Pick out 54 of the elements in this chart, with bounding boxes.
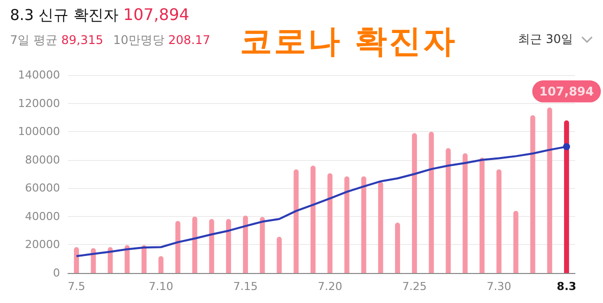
y-tick-label: 120000	[18, 96, 60, 110]
text: 10만명당	[113, 33, 164, 47]
y-tick-label: 40000	[25, 210, 60, 223]
chart-title: 8.3 신규 확진자	[10, 6, 118, 24]
text: 107,894	[123, 5, 190, 24]
bar	[327, 173, 332, 273]
bar	[310, 166, 316, 273]
y-tick-label: 100000	[18, 125, 60, 138]
bar	[124, 245, 130, 273]
text: 최근 30일	[518, 31, 573, 48]
bar	[242, 216, 248, 273]
bar	[276, 236, 282, 273]
bar	[209, 218, 214, 273]
bar	[564, 120, 570, 273]
y-tick-label: 80000	[25, 153, 60, 166]
text: 89,315	[61, 33, 104, 47]
bar	[74, 247, 79, 273]
x-tick-label: 7.20	[318, 280, 342, 293]
bar	[175, 220, 180, 273]
y-tick-label: 140000	[18, 68, 60, 82]
bar	[294, 169, 299, 273]
bar	[361, 176, 366, 273]
y-tick-label: 60000	[25, 182, 60, 195]
bar	[480, 158, 485, 273]
bar	[142, 245, 147, 273]
x-tick-label: 7.10	[148, 280, 174, 293]
bar	[226, 218, 232, 273]
text: 7일 평균	[10, 33, 58, 47]
bar	[395, 222, 400, 273]
x-tick-label: 7.15	[233, 280, 258, 293]
bar	[192, 216, 198, 273]
bar	[530, 115, 536, 273]
x-tick-label: 8.3	[556, 280, 576, 293]
x-tick-label: 7.5	[68, 280, 86, 293]
bar	[158, 256, 164, 273]
bar	[412, 133, 417, 273]
bar	[90, 248, 96, 273]
bar	[547, 108, 552, 273]
bar	[428, 132, 434, 273]
bar	[260, 216, 265, 273]
bar	[378, 182, 384, 273]
bar	[462, 153, 468, 273]
y-tick-label: 20000	[25, 238, 60, 252]
bar	[496, 169, 502, 273]
bar	[108, 247, 113, 273]
y-tick-label: 0	[53, 266, 60, 280]
x-tick-label: 7.30	[486, 280, 512, 293]
text: 코로나 확진자	[240, 21, 458, 62]
x-tick-label: 7.25	[402, 280, 427, 293]
text: 208.17	[168, 33, 210, 47]
bar	[344, 176, 350, 273]
annotation: 107,894	[539, 84, 594, 98]
bar	[513, 210, 518, 273]
bar	[446, 148, 451, 273]
